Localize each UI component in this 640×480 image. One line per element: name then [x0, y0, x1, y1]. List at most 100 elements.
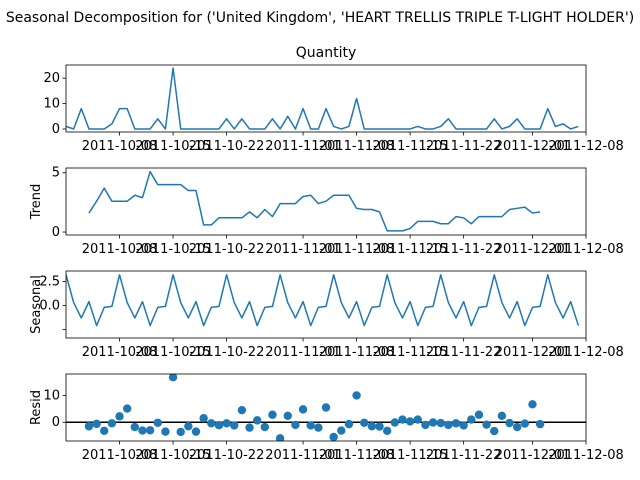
resid-point	[474, 410, 484, 419]
resid-point	[145, 426, 155, 435]
plot-area	[66, 274, 580, 327]
resid-point	[184, 422, 193, 431]
resid-point	[352, 391, 361, 400]
resid-point	[535, 419, 545, 429]
x-tick-label: 2011-11-01	[265, 242, 341, 257]
y-tick-label: 10	[43, 388, 60, 403]
trend-series-line	[88, 170, 541, 232]
resid-point	[306, 421, 315, 430]
x-tick-label: 2011-11-22	[426, 242, 502, 257]
x-tick-label: 2011-11-08	[319, 242, 395, 257]
x-tick-label: 2011-12-01	[495, 139, 571, 154]
resid-point	[375, 422, 384, 431]
x-tick-label: 2011-12-08	[548, 345, 624, 360]
resid-point	[512, 422, 522, 432]
resid-point	[490, 426, 499, 436]
resid-point	[245, 423, 254, 432]
axes-frame	[65, 373, 587, 442]
x-tick-label: 2011-11-08	[319, 139, 395, 154]
resid-point	[214, 420, 224, 430]
resid-point	[275, 434, 285, 441]
resid-point	[344, 419, 354, 429]
x-tick-label: 2011-10-08	[82, 345, 158, 360]
x-tick-label: 2011-12-01	[495, 242, 571, 257]
x-tick-label: 2011-10-08	[82, 448, 158, 463]
y-axis-label: Seasonal	[29, 275, 44, 334]
x-tick-label: 2011-12-08	[548, 448, 624, 463]
resid-point	[436, 418, 445, 428]
resid-point	[413, 415, 422, 424]
axes-frame	[65, 270, 587, 339]
y-tick-label: 10	[43, 97, 60, 112]
y-tick-label: 0.0	[39, 298, 60, 313]
resid-point	[92, 419, 101, 429]
resid-point	[115, 412, 124, 421]
x-tick-label: 2011-11-08	[319, 345, 395, 360]
resid-point	[260, 422, 270, 432]
x-tick-label: 2011-10-22	[189, 242, 265, 257]
x-tick-label: 2011-12-01	[495, 448, 571, 463]
axes-frame	[65, 167, 587, 236]
y-tick-label: 0	[52, 225, 60, 240]
plot-area	[66, 67, 579, 130]
x-tick-label: 2011-10-08	[82, 139, 158, 154]
x-tick-label: 2011-11-08	[319, 448, 395, 463]
resid-point	[382, 426, 392, 436]
resid-point	[298, 405, 308, 414]
seasonal-series-line	[66, 274, 580, 327]
resid-point	[398, 415, 407, 424]
resid-point	[122, 404, 132, 413]
resid-point	[390, 418, 400, 427]
x-tick-label: 2011-11-22	[426, 448, 502, 463]
resid-point	[153, 418, 162, 427]
resid-point	[428, 418, 438, 427]
x-tick-label: 2011-12-01	[495, 345, 571, 360]
y-tick-label: 0	[52, 415, 60, 430]
resid-point	[222, 419, 231, 428]
x-tick-label: 2011-10-15	[135, 242, 211, 257]
resid-point	[191, 427, 201, 436]
x-tick-label: 2011-11-01	[265, 448, 341, 463]
resid-point	[321, 403, 331, 412]
resid-point	[237, 405, 247, 415]
resid-point	[528, 400, 537, 409]
resid-point	[168, 374, 178, 382]
resid-point	[207, 419, 216, 428]
resid-point	[161, 427, 170, 436]
quantity-series-line	[66, 67, 579, 130]
resid-point	[367, 422, 377, 431]
x-tick-label: 2011-11-01	[265, 139, 341, 154]
resid-point	[337, 426, 346, 435]
x-tick-label: 2011-11-01	[265, 345, 341, 360]
resid-point	[467, 415, 476, 424]
axes-frame	[65, 64, 587, 133]
resid-point	[138, 426, 147, 435]
x-tick-label: 2011-10-08	[82, 242, 158, 257]
x-tick-label: 2011-10-15	[135, 345, 211, 360]
x-tick-label: 2011-11-15	[372, 139, 448, 154]
resid-point	[444, 420, 453, 430]
resid-point	[329, 432, 338, 441]
resid-point	[505, 418, 514, 428]
plot-area	[66, 374, 586, 441]
resid-point	[459, 421, 468, 430]
x-tick-label: 2011-12-08	[548, 139, 624, 154]
x-tick-label: 2011-10-22	[189, 448, 265, 463]
resid-point	[230, 421, 239, 430]
x-tick-label: 2011-11-22	[426, 345, 502, 360]
resid-point	[130, 422, 140, 432]
resid-point	[268, 410, 277, 419]
resid-point	[497, 411, 507, 421]
x-tick-label: 2011-12-08	[548, 242, 624, 257]
x-tick-label: 2011-10-22	[189, 139, 265, 154]
resid-point	[520, 419, 530, 428]
resid-point	[405, 417, 415, 426]
figure-suptitle: Seasonal Decomposition for ('United King…	[6, 10, 634, 26]
y-tick-label: 2.5	[39, 275, 60, 290]
x-tick-label: 2011-11-22	[426, 139, 502, 154]
